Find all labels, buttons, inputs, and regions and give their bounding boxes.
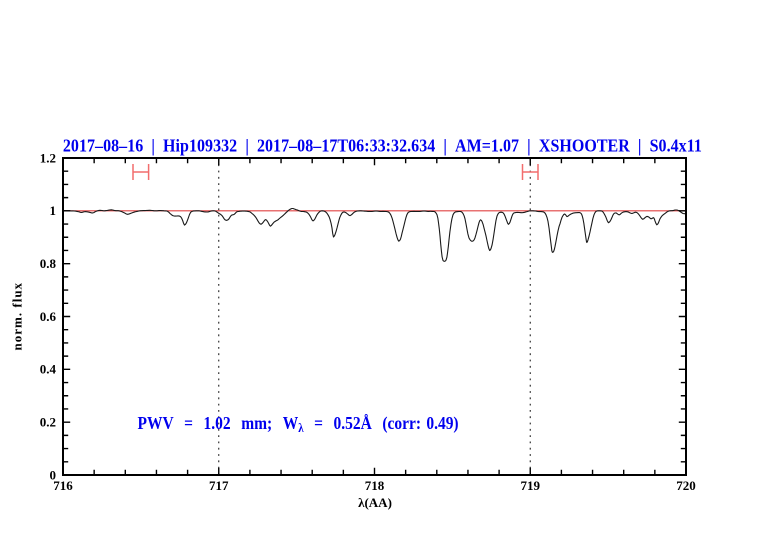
svg-text:716: 716	[53, 478, 73, 493]
svg-text:norm. flux: norm. flux	[10, 282, 25, 351]
svg-text:0.8: 0.8	[40, 256, 57, 271]
svg-text:0: 0	[50, 467, 57, 482]
svg-text:λ(AA): λ(AA)	[358, 495, 392, 510]
svg-text:719: 719	[520, 478, 540, 493]
svg-text:0.6: 0.6	[40, 309, 57, 324]
svg-text:PWV = 1.02 mm; Wλ = 0.52: PWV = 1.02 mm; Wλ = 0.52Å (corr: 0.49)	[138, 413, 459, 436]
svg-text:1.2: 1.2	[40, 150, 56, 165]
svg-text:2017–08–16 | Hip109332 | 2: 2017–08–16 | Hip109332 | 2017–08–17T06:3…	[63, 136, 702, 156]
svg-text:1: 1	[50, 203, 57, 218]
svg-text:0.4: 0.4	[40, 362, 57, 377]
svg-text:720: 720	[676, 478, 696, 493]
svg-text:717: 717	[209, 478, 229, 493]
svg-text:718: 718	[365, 478, 385, 493]
svg-text:0.2: 0.2	[40, 415, 56, 430]
